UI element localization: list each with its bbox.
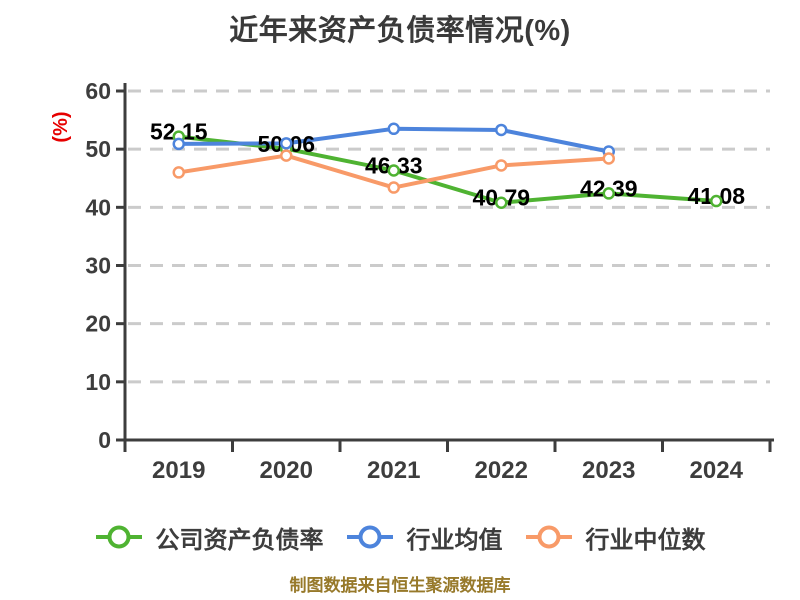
svg-text:40: 40 [85, 194, 111, 220]
legend-item-company-ratio: 公司资产负债率 [95, 520, 324, 555]
svg-text:2023: 2023 [582, 457, 635, 484]
legend-marker-green-circle-icon [95, 525, 142, 549]
svg-text:0: 0 [98, 427, 111, 453]
chart-title: 近年来资产负债率情况(%) [229, 15, 571, 47]
svg-text:30: 30 [85, 253, 111, 279]
data-source-caption: 制图数据来自恒生聚源数据库 [289, 576, 511, 595]
legend-marker-orange-circle-icon [525, 525, 572, 549]
legend-item-industry-mean: 行业均值 [346, 520, 503, 555]
legend-item-industry-median: 行业中位数 [525, 520, 706, 555]
svg-text:50: 50 [85, 136, 111, 162]
svg-text:2021: 2021 [367, 457, 420, 484]
legend: 公司资产负债率 行业均值 行业中位数 [0, 520, 800, 555]
svg-text:2019: 2019 [152, 457, 205, 484]
legend-label-industry-mean: 行业均值 [406, 526, 503, 554]
svg-text:2020: 2020 [260, 457, 313, 484]
svg-text:2022: 2022 [475, 457, 528, 484]
legend-label-industry-median: 行业中位数 [585, 526, 706, 554]
svg-text:10: 10 [85, 369, 111, 395]
svg-text:20: 20 [85, 311, 111, 337]
svg-text:60: 60 [85, 78, 111, 104]
legend-label-company-ratio: 公司资产负债率 [155, 526, 324, 554]
legend-marker-blue-circle-icon [346, 525, 393, 549]
plot-area: 010203040506020192020202120222023202452.… [85, 78, 774, 484]
svg-text:2024: 2024 [690, 457, 744, 484]
